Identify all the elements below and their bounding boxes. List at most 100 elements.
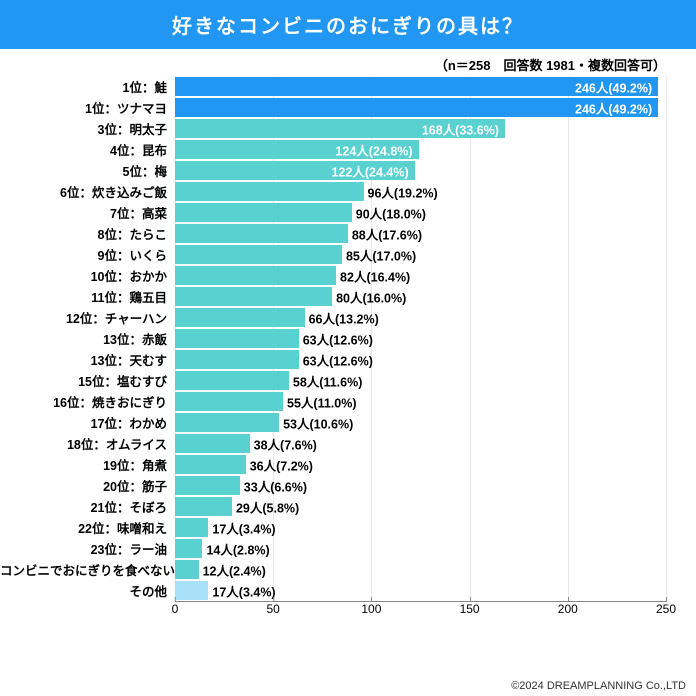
bar-value: 33人(6.6%) [244,476,307,495]
bar-value: 38人(7.6%) [254,434,317,453]
chart-title: 好きなコンビニのおにぎりの具は？ [0,0,696,49]
bar-value: 12人(2.4%) [203,560,266,579]
bar-value: 85人(17.0%) [346,245,416,264]
bar-label: 20位：筋子 [0,476,175,495]
bar [175,308,305,327]
bar-row: 21位：そぼろ 29人(5.8%) [0,496,666,517]
bar-zone: 80人(16.0%) [175,286,666,307]
bar-label: 23位：ラー油 [0,539,175,558]
bar-value: 63人(12.6%) [303,350,373,369]
bar-zone: 124人(24.8%) [175,139,666,160]
bar-value: 29人(5.8%) [236,497,299,516]
bar-label: 13位：天むす [0,350,175,369]
chart-container: 好きなコンビニのおにぎりの具は？ （n＝258 回答数 1981・複数回答可） … [0,0,696,696]
bar [175,455,246,474]
bar-value: 88人(17.6%) [352,224,422,243]
bar-zone: 66人(13.2%) [175,307,666,328]
bar [175,518,208,537]
bar-label: 15位：塩むすび [0,371,175,390]
bar-zone: 58人(11.6%) [175,370,666,391]
bar-row: 4位：昆布124人(24.8%) [0,139,666,160]
bar-zone: 246人(49.2%) [175,97,666,118]
bar-value: 168人(33.6%) [422,119,499,138]
bar-zone: 14人(2.8%) [175,538,666,559]
bar-label: 10位：おかか [0,266,175,285]
bar [175,287,332,306]
bar-value: 55人(11.0%) [287,392,356,411]
bar-value: 63人(12.6%) [303,329,373,348]
bar-value: 17人(3.4%) [212,581,275,600]
bar [175,539,202,558]
bar-zone: 85人(17.0%) [175,244,666,265]
bar-label: 3位：明太子 [0,119,175,138]
bar-label: コンビニでおにぎりを食べない [0,560,175,579]
bar-row: 23位：ラー油 14人(2.8%) [0,538,666,559]
bar-label: 6位：炊き込みご飯 [0,182,175,201]
bar-zone: 82人(16.4%) [175,265,666,286]
bar-label: 4位：昆布 [0,140,175,159]
bar-value: 53人(10.6%) [283,413,353,432]
bar [175,392,283,411]
x-axis: 050100150200250 [175,601,666,626]
bar-label: 21位：そぼろ [0,497,175,516]
bar-row: 13位：赤飯63人(12.6%) [0,328,666,349]
bar-row: 6位：炊き込みご飯 96人(19.2%) [0,181,666,202]
bar-zone: 17人(3.4%) [175,517,666,538]
bar-zone: 17人(3.4%) [175,580,666,601]
bar-zone: 53人(10.6%) [175,412,666,433]
bar [175,560,199,579]
bar-zone: 122人(24.4%) [175,160,666,181]
bar-label: 18位：オムライス [0,434,175,453]
bar-row: 1位：ツナマヨ246人(49.2%) [0,97,666,118]
bar-row: コンビニでおにぎりを食べない 12人(2.4%) [0,559,666,580]
bar-value: 80人(16.0%) [336,287,406,306]
bar-row: 1位：鮭246人(49.2%) [0,76,666,97]
bar-value: 36人(7.2%) [250,455,313,474]
axis-tick: 250 [656,602,676,616]
bar-label: 5位：梅 [0,161,175,180]
copyright-text: ©2024 DREAMPLANNING Co.,LTD [511,680,686,692]
bar-row: 18位：オムライス 38人(7.6%) [0,433,666,454]
bar-label: 7位：高菜 [0,203,175,222]
bar [175,350,299,369]
bar-zone: 63人(12.6%) [175,328,666,349]
bar-label: 16位：焼きおにぎり [0,392,175,411]
bar [175,245,342,264]
bar [175,476,240,495]
bar [175,371,289,390]
bar-zone: 88人(17.6%) [175,223,666,244]
bar-row: 16位：焼きおにぎり 55人(11.0%) [0,391,666,412]
bar-row: 15位：塩むすび 58人(11.6%) [0,370,666,391]
axis-tick: 150 [460,602,480,616]
bar-label: 19位：角煮 [0,455,175,474]
bar [175,224,348,243]
bar-zone: 96人(19.2%) [175,181,666,202]
bar-value: 17人(3.4%) [212,518,275,537]
bar-label: 9位：いくら [0,245,175,264]
bar-zone: 90人(18.0%) [175,202,666,223]
bar [175,497,232,516]
bar [175,329,299,348]
bar-row: 19位：角煮 36人(7.2%) [0,454,666,475]
bar [175,203,352,222]
bar-label: 17位：わかめ [0,413,175,432]
bar-value: 246人(49.2%) [575,98,652,117]
bar-value: 58人(11.6%) [293,371,362,390]
bar-row: 7位：高菜 90人(18.0%) [0,202,666,223]
bar-value: 96人(19.2%) [368,182,438,201]
bar-label: 22位：味噌和え [0,518,175,537]
bar [175,182,364,201]
bar-row: 5位：梅122人(24.4%) [0,160,666,181]
bar-zone: 246人(49.2%) [175,76,666,97]
bar-row: その他17人(3.4%) [0,580,666,601]
bar-zone: 12人(2.4%) [175,559,666,580]
bar-row: 22位：味噌和え 17人(3.4%) [0,517,666,538]
bar-value: 66人(13.2%) [309,308,379,327]
bar-value: 14人(2.8%) [206,539,269,558]
bar-value: 246人(49.2%) [575,77,652,96]
chart-plot-area: 1位：鮭246人(49.2%)1位：ツナマヨ246人(49.2%)3位：明太子1… [0,76,696,601]
bar-row: 20位：筋子 33人(6.6%) [0,475,666,496]
axis-tick: 100 [361,602,381,616]
bar-zone: 33人(6.6%) [175,475,666,496]
bar-value: 90人(18.0%) [356,203,426,222]
